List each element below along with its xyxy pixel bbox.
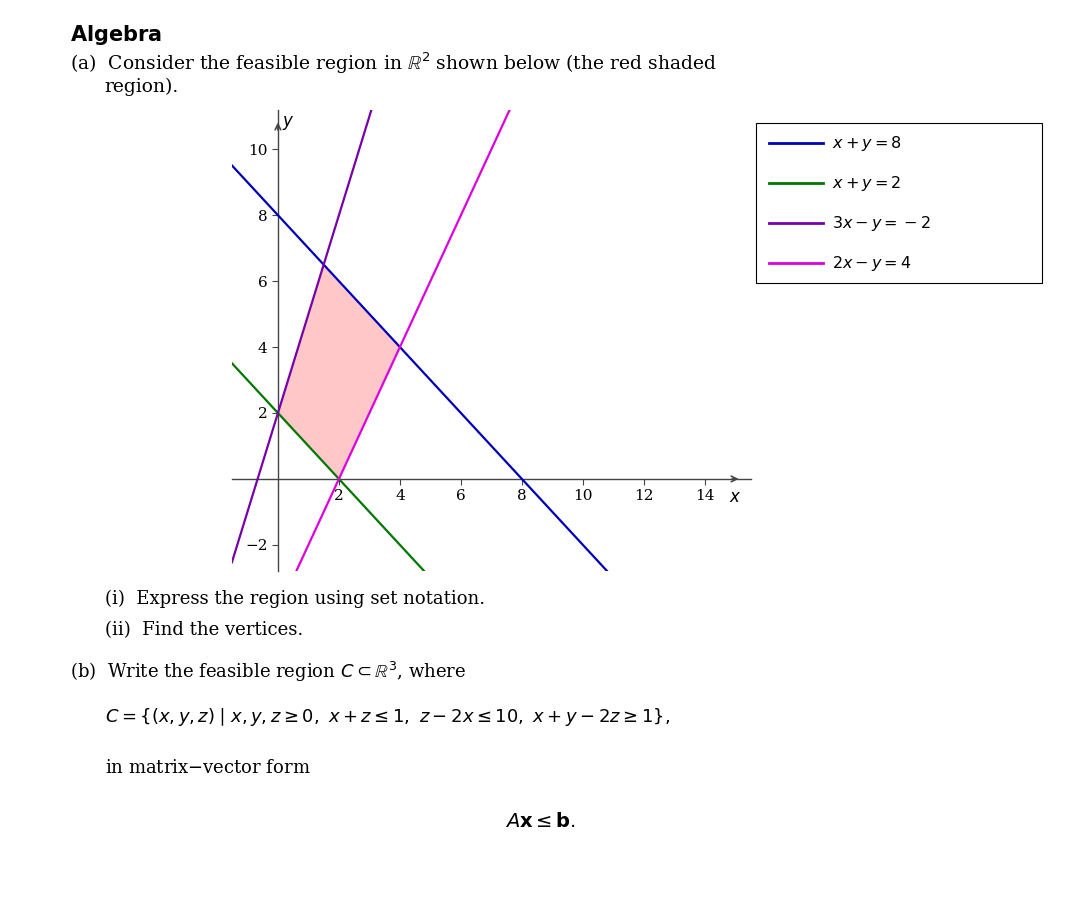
Text: $x + y = 8$: $x + y = 8$ [832,134,902,153]
Text: $C = \{(x, y, z) \mid x, y, z \geq 0,\ x+z \leq 1,\ z-2x \leq 10,\ x+y-2z \geq 1: $C = \{(x, y, z) \mid x, y, z \geq 0,\ x… [105,706,670,728]
Text: $3x - y = -2$: $3x - y = -2$ [832,214,930,233]
Text: $y$: $y$ [282,114,295,133]
Text: region).: region). [105,78,179,96]
Text: $x + y = 2$: $x + y = 2$ [832,174,901,193]
Text: $A\mathbf{x} \leq \mathbf{b}.$: $A\mathbf{x} \leq \mathbf{b}.$ [504,812,576,831]
Text: (i)  Express the region using set notation.: (i) Express the region using set notatio… [105,590,485,608]
Text: (a)  Consider the feasible region in $\mathbb{R}^2$ shown below (the red shaded: (a) Consider the feasible region in $\ma… [70,50,717,76]
Text: in matrix$-$vector form: in matrix$-$vector form [105,759,310,777]
Text: $2x - y = 4$: $2x - y = 4$ [832,254,912,273]
Text: (ii)  Find the vertices.: (ii) Find the vertices. [105,622,303,640]
Text: $x$: $x$ [729,489,742,506]
Text: $\bf{Algebra}$: $\bf{Algebra}$ [70,23,162,47]
Polygon shape [278,265,400,479]
Text: (b)  Write the feasible region $C \subset \mathbb{R}^3$, where: (b) Write the feasible region $C \subset… [70,660,467,684]
